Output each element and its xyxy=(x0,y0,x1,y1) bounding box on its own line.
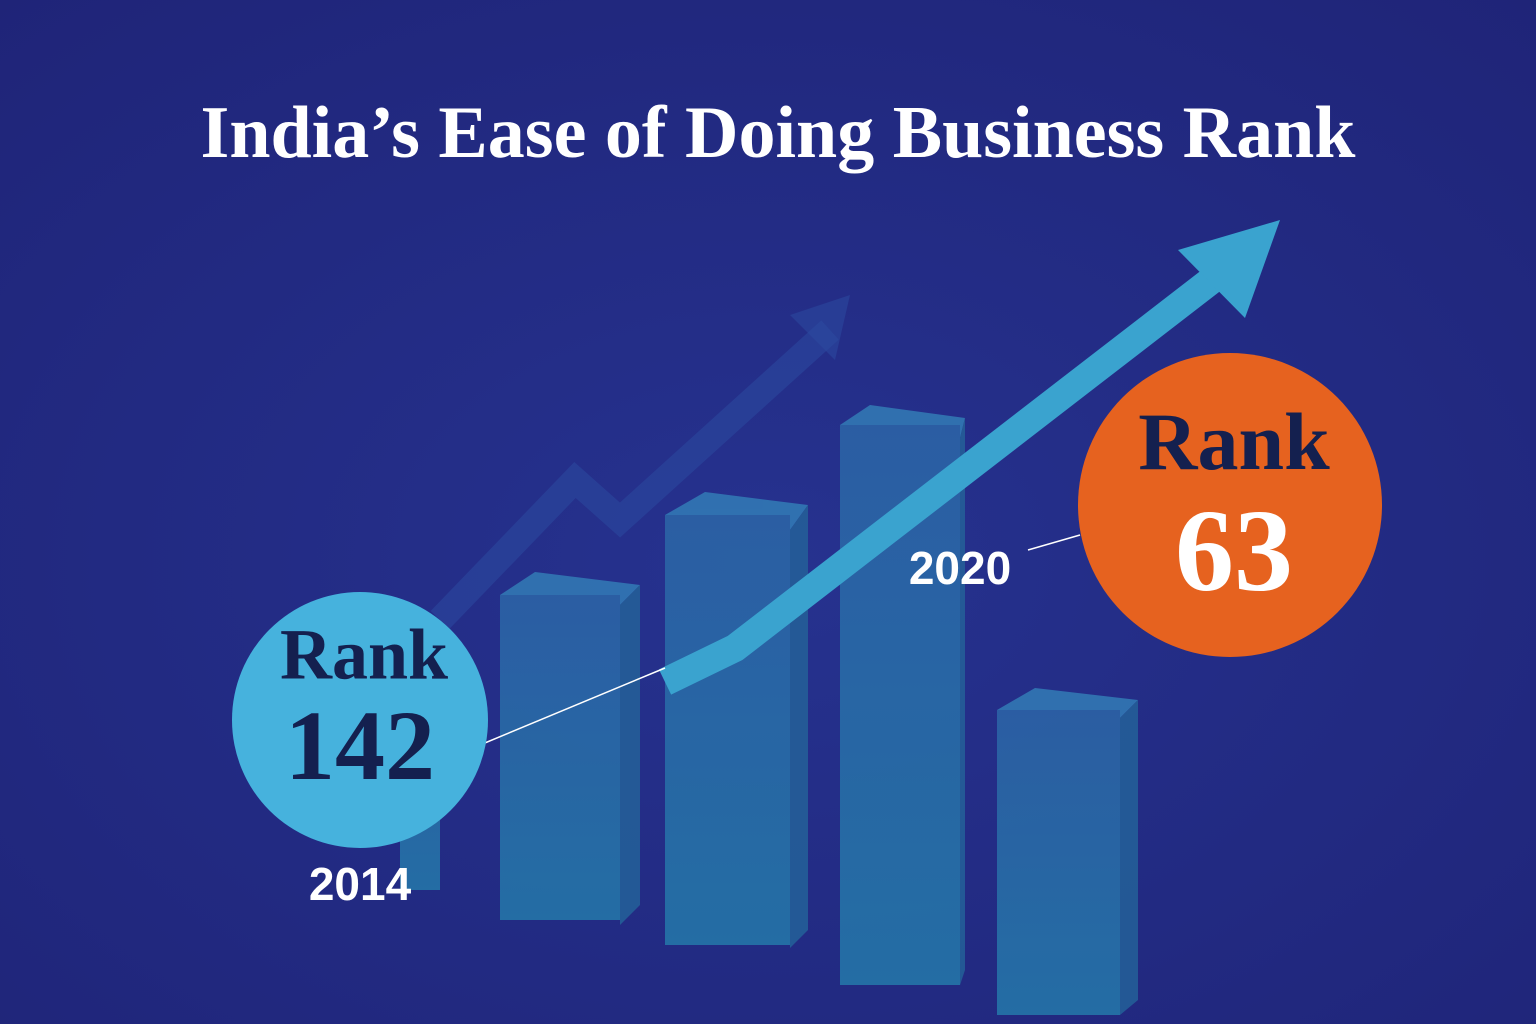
connector xyxy=(479,667,666,746)
rank-label: Rank xyxy=(280,615,448,695)
year: 2014 xyxy=(309,858,412,910)
bar xyxy=(665,515,790,945)
rank-value: 142 xyxy=(285,690,435,801)
decor-bars xyxy=(400,405,1138,1015)
title: India’s Ease of Doing Business Rank xyxy=(201,92,1357,174)
bar-side xyxy=(1120,700,1138,1015)
background-arrow xyxy=(430,320,839,630)
connector xyxy=(1027,534,1081,551)
background-arrowhead xyxy=(790,295,850,360)
bar-side xyxy=(960,418,965,985)
bar-side xyxy=(790,505,808,948)
bar xyxy=(997,710,1120,1015)
rank-circle xyxy=(232,592,488,848)
rank-circle xyxy=(1078,353,1382,657)
trend-arrow xyxy=(658,250,1244,695)
bar-side xyxy=(620,585,640,925)
year: 2020 xyxy=(909,542,1011,594)
bar xyxy=(500,595,620,920)
trend-arrowhead xyxy=(1178,220,1280,318)
rank-label: Rank xyxy=(1138,396,1330,487)
rank-value: 63 xyxy=(1175,485,1293,616)
